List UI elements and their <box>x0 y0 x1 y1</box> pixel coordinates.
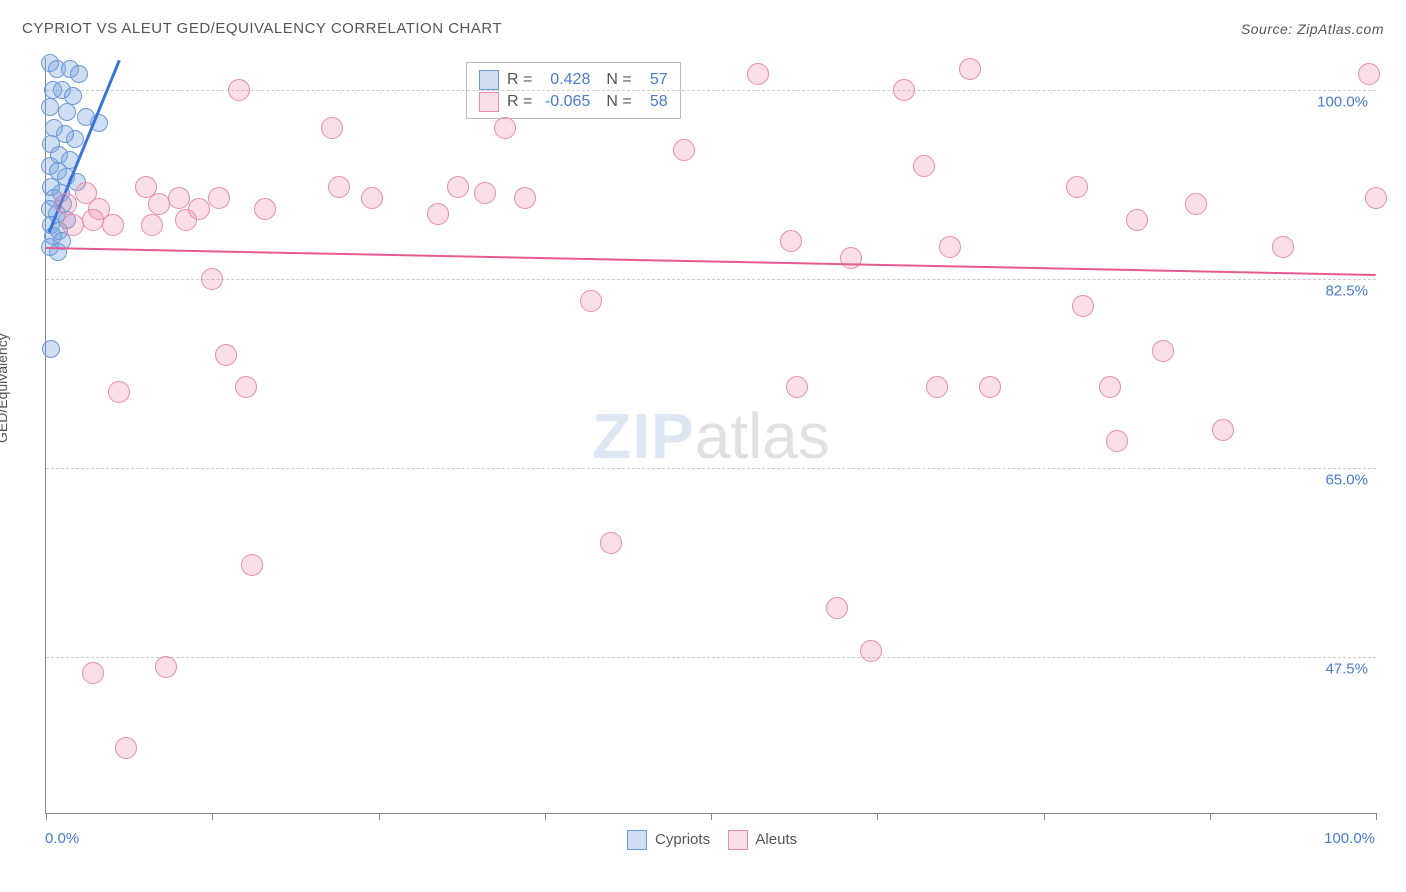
legend-r-value: -0.065 <box>540 93 590 111</box>
data-point <box>514 187 536 209</box>
data-point <box>49 243 67 261</box>
plot-area: ZIPatlas R = 0.428 N = 57 R = -0.065 N = 58 100… <box>45 58 1376 814</box>
data-point <box>102 214 124 236</box>
y-axis-title: GED/Equivalency <box>0 333 10 443</box>
data-point <box>1185 193 1207 215</box>
data-point <box>1358 63 1380 85</box>
legend-swatch <box>479 92 499 112</box>
data-point <box>361 187 383 209</box>
legend-r-value: 0.428 <box>540 71 590 89</box>
x-tick <box>46 813 47 820</box>
data-point <box>673 139 695 161</box>
legend-row: R = -0.065 N = 58 <box>479 92 668 112</box>
data-point <box>1099 376 1121 398</box>
data-point <box>241 554 263 576</box>
x-tick <box>1376 813 1377 820</box>
data-point <box>1272 236 1294 258</box>
series-legend: Cypriots Aleuts <box>0 830 1406 850</box>
data-point <box>1072 295 1094 317</box>
chart-source: Source: ZipAtlas.com <box>1241 21 1384 37</box>
legend-r-label: R = <box>507 93 532 111</box>
data-point <box>959 58 981 80</box>
data-point <box>1152 340 1174 362</box>
grid-line <box>46 468 1376 469</box>
chart-title: CYPRIOT VS ALEUT GED/EQUIVALENCY CORRELA… <box>22 20 502 37</box>
data-point <box>447 176 469 198</box>
data-point <box>826 597 848 619</box>
data-point <box>780 230 802 252</box>
data-point <box>66 130 84 148</box>
data-point <box>141 214 163 236</box>
data-point <box>1126 209 1148 231</box>
data-point <box>201 268 223 290</box>
legend-label: Aleuts <box>752 831 797 848</box>
legend-r-label: R = <box>507 71 532 89</box>
data-point <box>82 662 104 684</box>
data-point <box>70 65 88 83</box>
y-tick-label: 100.0% <box>1317 94 1368 111</box>
legend-swatch <box>627 830 647 850</box>
watermark-zip: ZIP <box>592 400 695 472</box>
data-point <box>215 344 237 366</box>
data-point <box>235 376 257 398</box>
chart-header: CYPRIOT VS ALEUT GED/EQUIVALENCY CORRELA… <box>22 20 1384 37</box>
data-point <box>148 193 170 215</box>
legend-n-label: N = <box>606 71 631 89</box>
trend-line <box>46 247 1376 276</box>
data-point <box>1106 430 1128 452</box>
data-point <box>115 737 137 759</box>
data-point <box>41 98 59 116</box>
data-point <box>58 103 76 121</box>
data-point <box>168 187 190 209</box>
data-point <box>228 79 250 101</box>
x-tick <box>545 813 546 820</box>
data-point <box>926 376 948 398</box>
legend-n-value: 58 <box>640 93 668 111</box>
y-tick-label: 82.5% <box>1325 283 1368 300</box>
watermark-atlas: atlas <box>695 400 830 472</box>
legend-label: Cypriots <box>651 831 710 848</box>
data-point <box>893 79 915 101</box>
x-tick <box>877 813 878 820</box>
data-point <box>108 381 130 403</box>
data-point <box>208 187 230 209</box>
data-point <box>580 290 602 312</box>
data-point <box>188 198 210 220</box>
data-point <box>939 236 961 258</box>
data-point <box>1365 187 1387 209</box>
data-point <box>979 376 1001 398</box>
x-tick <box>711 813 712 820</box>
data-point <box>254 198 276 220</box>
x-tick <box>379 813 380 820</box>
data-point <box>600 532 622 554</box>
data-point <box>321 117 343 139</box>
data-point <box>1212 419 1234 441</box>
legend-row: R = 0.428 N = 57 <box>479 70 668 90</box>
grid-line <box>46 279 1376 280</box>
data-point <box>860 640 882 662</box>
legend-swatch <box>479 70 499 90</box>
legend-n-value: 57 <box>640 71 668 89</box>
data-point <box>747 63 769 85</box>
legend-n-label: N = <box>606 93 631 111</box>
data-point <box>328 176 350 198</box>
data-point <box>155 656 177 678</box>
legend-swatch <box>728 830 748 850</box>
data-point <box>913 155 935 177</box>
x-tick <box>212 813 213 820</box>
x-tick <box>1210 813 1211 820</box>
y-tick-label: 65.0% <box>1325 471 1368 488</box>
x-tick <box>1044 813 1045 820</box>
data-point <box>1066 176 1088 198</box>
data-point <box>62 214 84 236</box>
grid-line <box>46 657 1376 658</box>
y-tick-label: 47.5% <box>1325 660 1368 677</box>
data-point <box>494 117 516 139</box>
data-point <box>474 182 496 204</box>
watermark: ZIPatlas <box>592 399 830 473</box>
data-point <box>786 376 808 398</box>
data-point <box>427 203 449 225</box>
data-point <box>55 193 77 215</box>
data-point <box>42 340 60 358</box>
